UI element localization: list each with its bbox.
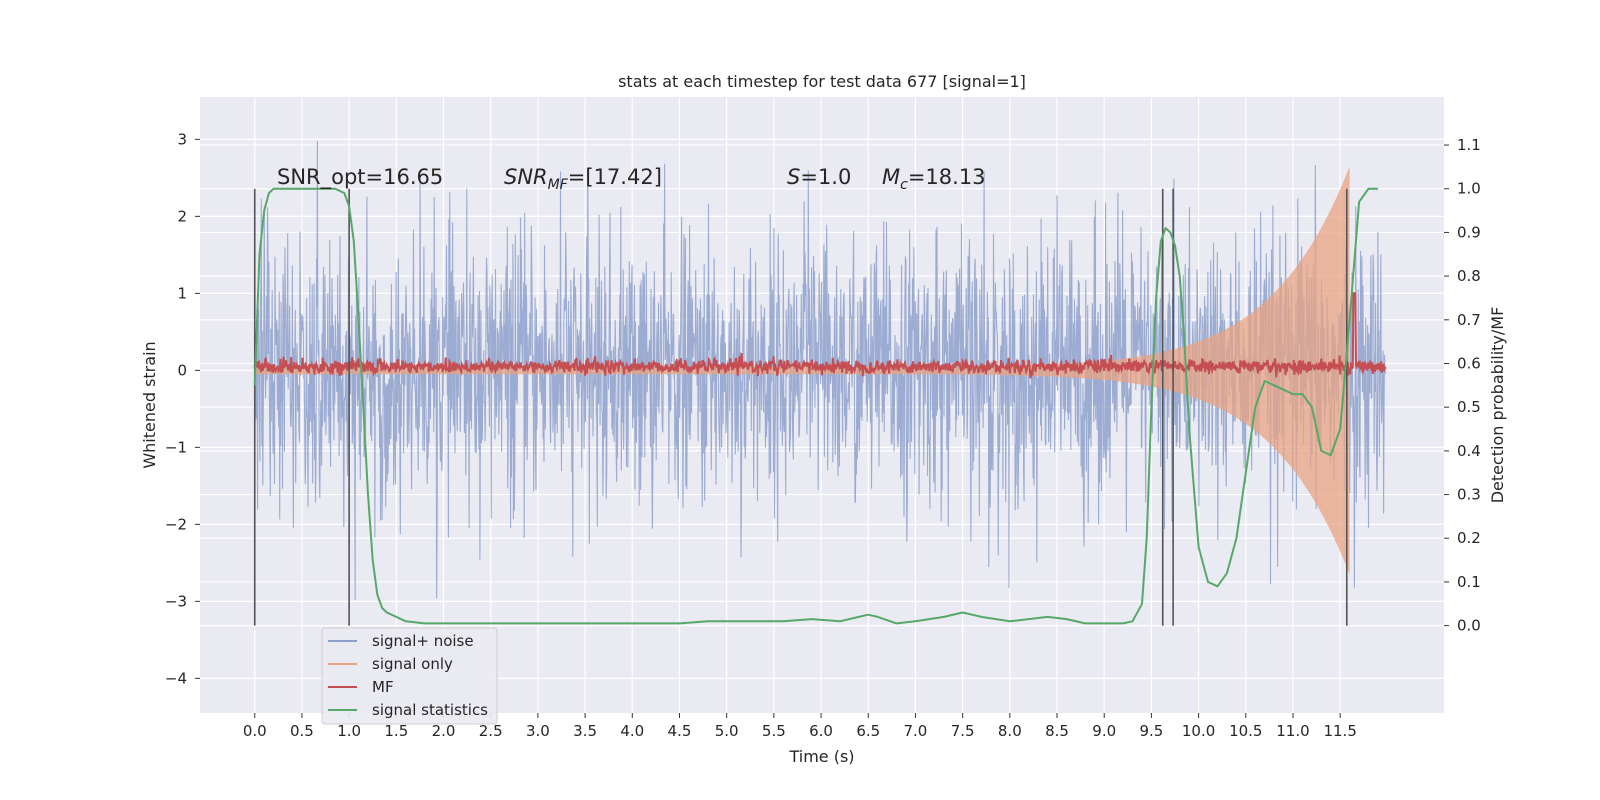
series-signal-statistics xyxy=(253,187,1378,625)
legend: signal+ noise signal only MF signal stat… xyxy=(321,627,498,725)
y2-tick-label: 1.0 xyxy=(1457,180,1481,198)
snr-mf-symbol: SNR xyxy=(504,165,548,189)
y2-tick-label: 0.6 xyxy=(1457,354,1481,372)
mc-value: =18.13 xyxy=(908,165,986,189)
x-tick-label: 8.0 xyxy=(998,722,1022,740)
snr-mf-subscript: MF xyxy=(548,177,569,193)
vertical-markers xyxy=(253,188,1348,626)
x-tick-label: 0.0 xyxy=(243,722,267,740)
legend-label-signal-statistics: signal statistics xyxy=(372,701,488,719)
x-tick-label: 7.0 xyxy=(904,722,928,740)
x-tick-label: 0.5 xyxy=(290,722,314,740)
x-tick-label: 4.0 xyxy=(620,722,644,740)
y-tick-label: 0 xyxy=(177,361,187,379)
x-tick-label: 5.0 xyxy=(715,722,739,740)
x-tick-label: 2.0 xyxy=(432,722,456,740)
series-signal-only xyxy=(254,166,1350,575)
y2-tick-label: 0.1 xyxy=(1457,573,1481,591)
y-tick-label: −4 xyxy=(165,669,187,687)
x-tick-label: 6.5 xyxy=(856,722,880,740)
series-signal-noise xyxy=(254,140,1387,601)
signal-statistics-line xyxy=(253,187,1378,625)
s-symbol: S xyxy=(787,165,800,189)
y-tick-label: 2 xyxy=(177,207,187,225)
series-mf xyxy=(253,292,1387,379)
annotation-snr-opt: SNR_opt=16.65 xyxy=(277,165,443,190)
mf-line xyxy=(253,292,1387,379)
y-axis-title: Whitened strain xyxy=(140,341,159,468)
x-tick-label: 8.5 xyxy=(1045,722,1069,740)
y2-axis-title: Detection probability/MF xyxy=(1488,307,1507,504)
noise-line xyxy=(254,140,1387,601)
signal-only-area xyxy=(254,166,1350,575)
y2-tick-label: 0.8 xyxy=(1457,267,1481,285)
x-tick-label: 1.0 xyxy=(337,722,361,740)
annotation-mc: Mc=18.13 xyxy=(882,165,986,193)
annotation-s: S=1.0 xyxy=(787,165,851,189)
y-tick-label: −2 xyxy=(165,515,187,533)
legend-label-signal-only: signal only xyxy=(372,655,453,673)
legend-label-mf: MF xyxy=(372,678,394,696)
y2-tick-label: 1.1 xyxy=(1457,136,1481,154)
x-tick-label: 9.5 xyxy=(1139,722,1163,740)
mc-symbol: M xyxy=(882,165,900,189)
tick-labels: 0.0 0.5 1.0 1.5 2.0 2.5 3.0 3.5 4.0 4.5 5.0 5.5 6.0 6… xyxy=(165,130,1481,740)
x-axis-title: Time (s) xyxy=(788,747,854,766)
y2-tick-label: 0.7 xyxy=(1457,311,1481,329)
y-tick-label: 1 xyxy=(177,284,187,302)
y-tick-label: −3 xyxy=(165,592,187,610)
snr-mf-value: =[17.42] xyxy=(568,165,662,189)
x-tick-label: 11.5 xyxy=(1323,722,1356,740)
x-tick-label: 3.5 xyxy=(573,722,597,740)
x-tick-label: 3.0 xyxy=(526,722,550,740)
y2-tick-label: 0.9 xyxy=(1457,223,1481,241)
y2-tick-label: 0.2 xyxy=(1457,529,1481,547)
mc-subscript: c xyxy=(900,177,908,193)
x-tick-label: 6.0 xyxy=(809,722,833,740)
x-tick-label: 5.5 xyxy=(762,722,786,740)
y2-tick-label: 0.4 xyxy=(1457,442,1481,460)
legend-label-signal-noise: signal+ noise xyxy=(372,632,474,650)
y2-tick-label: 0.3 xyxy=(1457,486,1481,504)
x-tick-label: 1.5 xyxy=(384,722,408,740)
x-tick-label: 9.0 xyxy=(1092,722,1116,740)
x-tick-label: 2.5 xyxy=(479,722,503,740)
s-value: =1.0 xyxy=(800,165,851,189)
x-tick-label: 11.0 xyxy=(1276,722,1309,740)
y2-tick-label: 0.5 xyxy=(1457,398,1481,416)
x-tick-label: 7.5 xyxy=(951,722,975,740)
x-tick-label: 10.0 xyxy=(1182,722,1215,740)
annotation-snr-mf: SNRMF=[17.42] xyxy=(504,165,662,193)
y-tick-label: 3 xyxy=(177,130,187,148)
x-tick-label: 10.5 xyxy=(1229,722,1262,740)
y2-tick-label: 0.0 xyxy=(1457,617,1481,635)
x-tick-label: 4.5 xyxy=(668,722,692,740)
y-tick-label: −1 xyxy=(165,438,187,456)
chart-title: stats at each timestep for test data 677… xyxy=(618,72,1026,91)
